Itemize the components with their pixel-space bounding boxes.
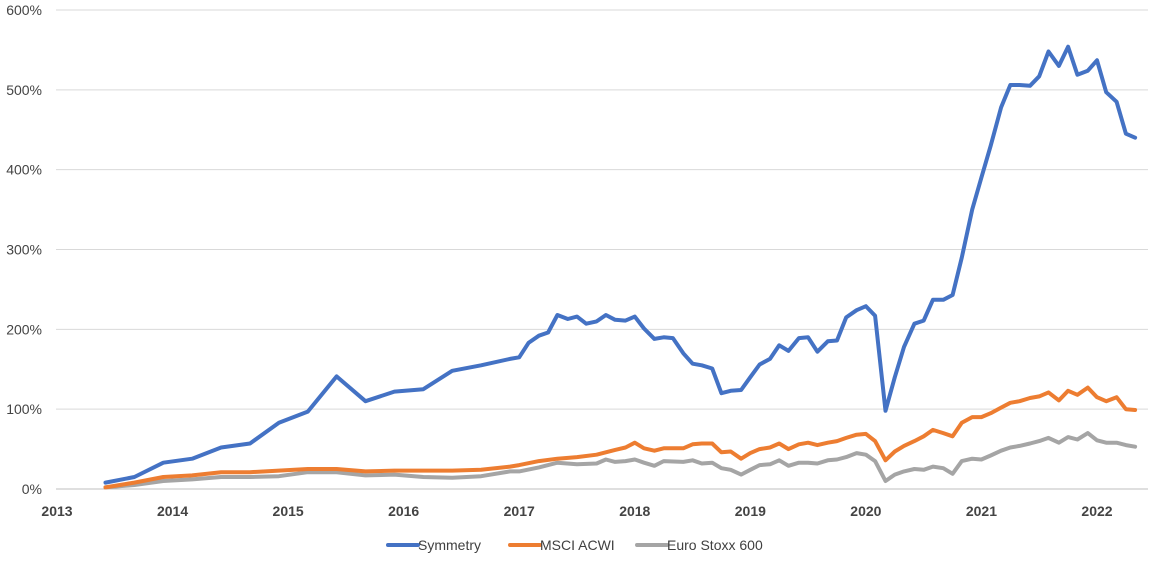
legend-label: MSCI ACWI [540, 537, 615, 553]
x-tick-label: 2020 [850, 503, 881, 519]
y-axis-tick-labels: 0% 100% 200% 300% 400% 500% 600% [6, 2, 42, 497]
x-tick-label: 2015 [273, 503, 304, 519]
y-tick-label: 0% [22, 481, 42, 497]
gridlines [56, 9, 1148, 410]
x-tick-label: 2017 [504, 503, 535, 519]
x-tick-label: 2014 [157, 503, 188, 519]
x-tick-label: 2016 [388, 503, 419, 519]
legend: Symmetry MSCI ACWI Euro Stoxx 600 [386, 537, 763, 553]
y-tick-label: 200% [6, 321, 42, 337]
series-lines [103, 44, 1138, 490]
y-tick-label: 500% [6, 82, 42, 98]
x-tick-label: 2022 [1081, 503, 1112, 519]
series-line-msci-acwi [103, 385, 1138, 490]
x-axis-tick-labels: 2013 2014 2015 2016 2017 2018 2019 2020 2021 2022 [41, 503, 1112, 519]
x-tick-label: 2021 [966, 503, 997, 519]
x-tick-label: 2019 [735, 503, 766, 519]
legend-label: Symmetry [418, 537, 481, 553]
y-tick-label: 300% [6, 242, 42, 258]
y-tick-label: 600% [6, 2, 42, 18]
legend-label: Euro Stoxx 600 [667, 537, 763, 553]
y-tick-label: 400% [6, 162, 42, 178]
x-tick-label: 2013 [41, 503, 72, 519]
y-tick-label: 100% [6, 401, 42, 417]
x-tick-label: 2018 [619, 503, 650, 519]
series-line-euro-stoxx-600 [103, 431, 1138, 490]
series-line-symmetry [103, 44, 1138, 485]
